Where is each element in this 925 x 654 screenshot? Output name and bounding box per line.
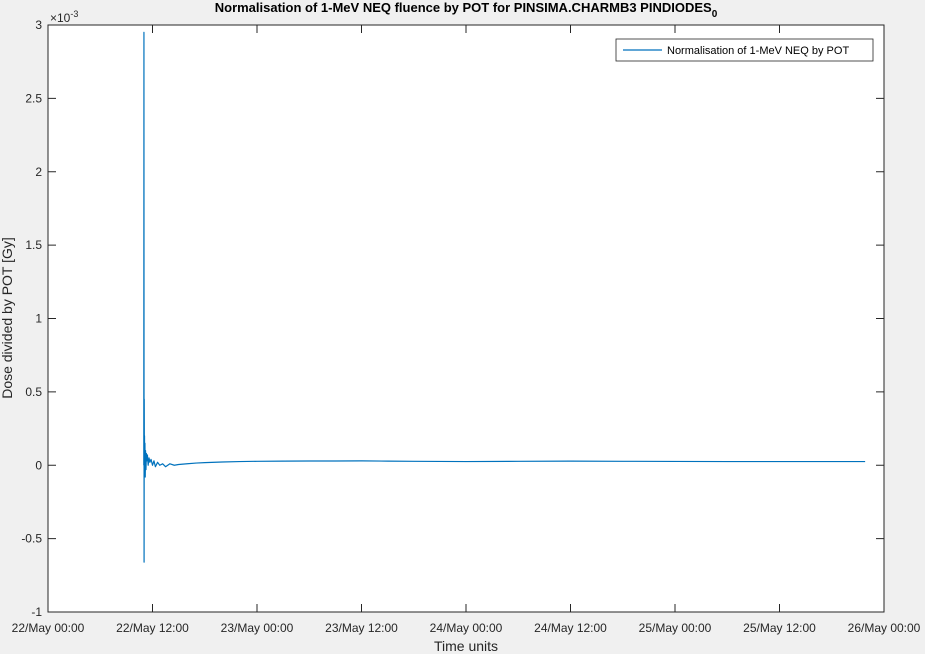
y-tick-label: 2 — [35, 165, 42, 179]
y-tick-label: -0.5 — [21, 532, 42, 546]
chart-title-subscript: 0 — [712, 9, 718, 20]
legend-box — [615, 38, 874, 62]
y-tick-label: 0 — [35, 458, 42, 472]
x-tick-label: 24/May 00:00 — [430, 621, 503, 635]
x-tick-label: 23/May 00:00 — [221, 621, 294, 635]
x-tick-label: 22/May 12:00 — [116, 621, 189, 635]
legend[interactable]: Normalisation of 1-MeV NEQ by POT — [615, 38, 874, 62]
chart-title-text: Normalisation of 1-MeV NEQ fluence by PO… — [215, 0, 712, 15]
y-tick-label: 1 — [35, 312, 42, 326]
plot-area — [48, 25, 884, 612]
chart-title: Normalisation of 1-MeV NEQ fluence by PO… — [215, 0, 718, 20]
x-axis: 22/May 00:00 22/May 12:00 23/May 00:00 23/M… — [12, 25, 921, 635]
x-tick-label: 22/May 00:00 — [12, 621, 85, 635]
x-axis-title: Time units — [434, 638, 498, 654]
y-axis: -1 -0.5 0 0.5 1 1.5 2 2.5 3 — [21, 18, 884, 619]
y-tick-label: 0.5 — [25, 385, 42, 399]
x-tick-label: 23/May 12:00 — [325, 621, 398, 635]
x-tick-label: 25/May 00:00 — [639, 621, 712, 635]
x-tick-label: 24/May 12:00 — [534, 621, 607, 635]
series-layer — [143, 31, 866, 563]
y-axis-title: Dose divided by POT [Gy] — [0, 237, 15, 399]
y-tick-label: 2.5 — [25, 91, 42, 105]
x-tick-label: 25/May 12:00 — [743, 621, 816, 635]
y-tick-label: 1.5 — [25, 238, 42, 252]
y-tick-label: 3 — [35, 18, 42, 32]
y-tick-label: -1 — [31, 605, 42, 619]
x-tick-label: 26/May 00:00 — [848, 621, 921, 635]
legend-label: Normalisation of 1-MeV NEQ by POT — [667, 45, 849, 57]
y-exponent-base: ×10 — [50, 11, 71, 25]
y-exponent-power: -3 — [70, 9, 78, 19]
series-line — [143, 31, 866, 563]
y-exponent: ×10-3 — [50, 9, 78, 25]
